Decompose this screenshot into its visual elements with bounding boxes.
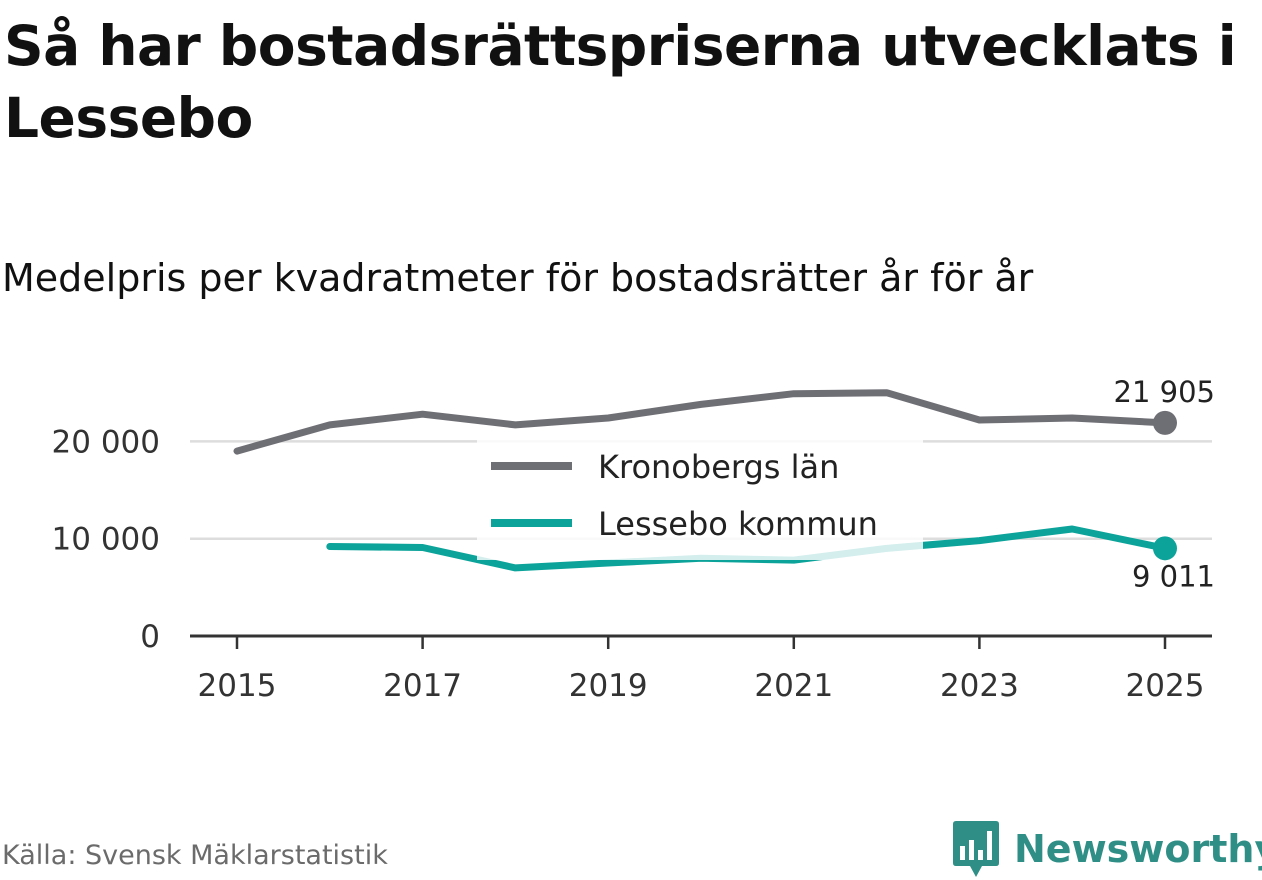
x-tick-label: 2025 xyxy=(1126,668,1205,704)
chart-subtitle: Medelpris per kvadratmeter för bostadsrä… xyxy=(2,256,1034,300)
x-tick-label: 2023 xyxy=(940,668,1019,704)
end-value-label: 21 905 xyxy=(1114,375,1215,409)
series-endpoint xyxy=(1153,410,1177,435)
end-value-label: 9 011 xyxy=(1132,559,1215,593)
legend: Kronobergs län Lessebo kommun xyxy=(477,437,923,560)
series-line-0 xyxy=(233,389,1169,455)
newsworthy-logo: Newsworthy xyxy=(952,818,1262,880)
legend-label: Lessebo kommun xyxy=(598,505,878,543)
y-tick-label: 20 000 xyxy=(52,424,160,460)
bar-chart-bubble-icon xyxy=(953,821,999,877)
brand-name: Newsworthy xyxy=(1014,827,1262,871)
end-labels: 21 905 9 011 xyxy=(1114,375,1215,593)
line-chart: 0 10 000 20 000 2015 2017 2019 2021 2023 2025 K… xyxy=(52,375,1215,704)
y-tick-label: 10 000 xyxy=(52,522,160,558)
chart-title: Så har bostadsrättspriserna utvecklats i… xyxy=(4,14,1237,150)
source-note: Källa: Svensk Mäklarstatistik xyxy=(2,840,388,871)
x-tick-label: 2015 xyxy=(198,668,277,704)
series-endpoint xyxy=(1153,536,1177,561)
y-tick-label: 0 xyxy=(140,619,160,655)
x-tick-label: 2019 xyxy=(569,668,648,704)
legend-background xyxy=(477,437,923,560)
legend-label: Kronobergs län xyxy=(598,448,839,486)
x-tick-label: 2017 xyxy=(383,668,462,704)
x-axis: 2015 2017 2019 2021 2023 2025 xyxy=(190,634,1212,704)
x-tick-label: 2021 xyxy=(754,668,833,704)
